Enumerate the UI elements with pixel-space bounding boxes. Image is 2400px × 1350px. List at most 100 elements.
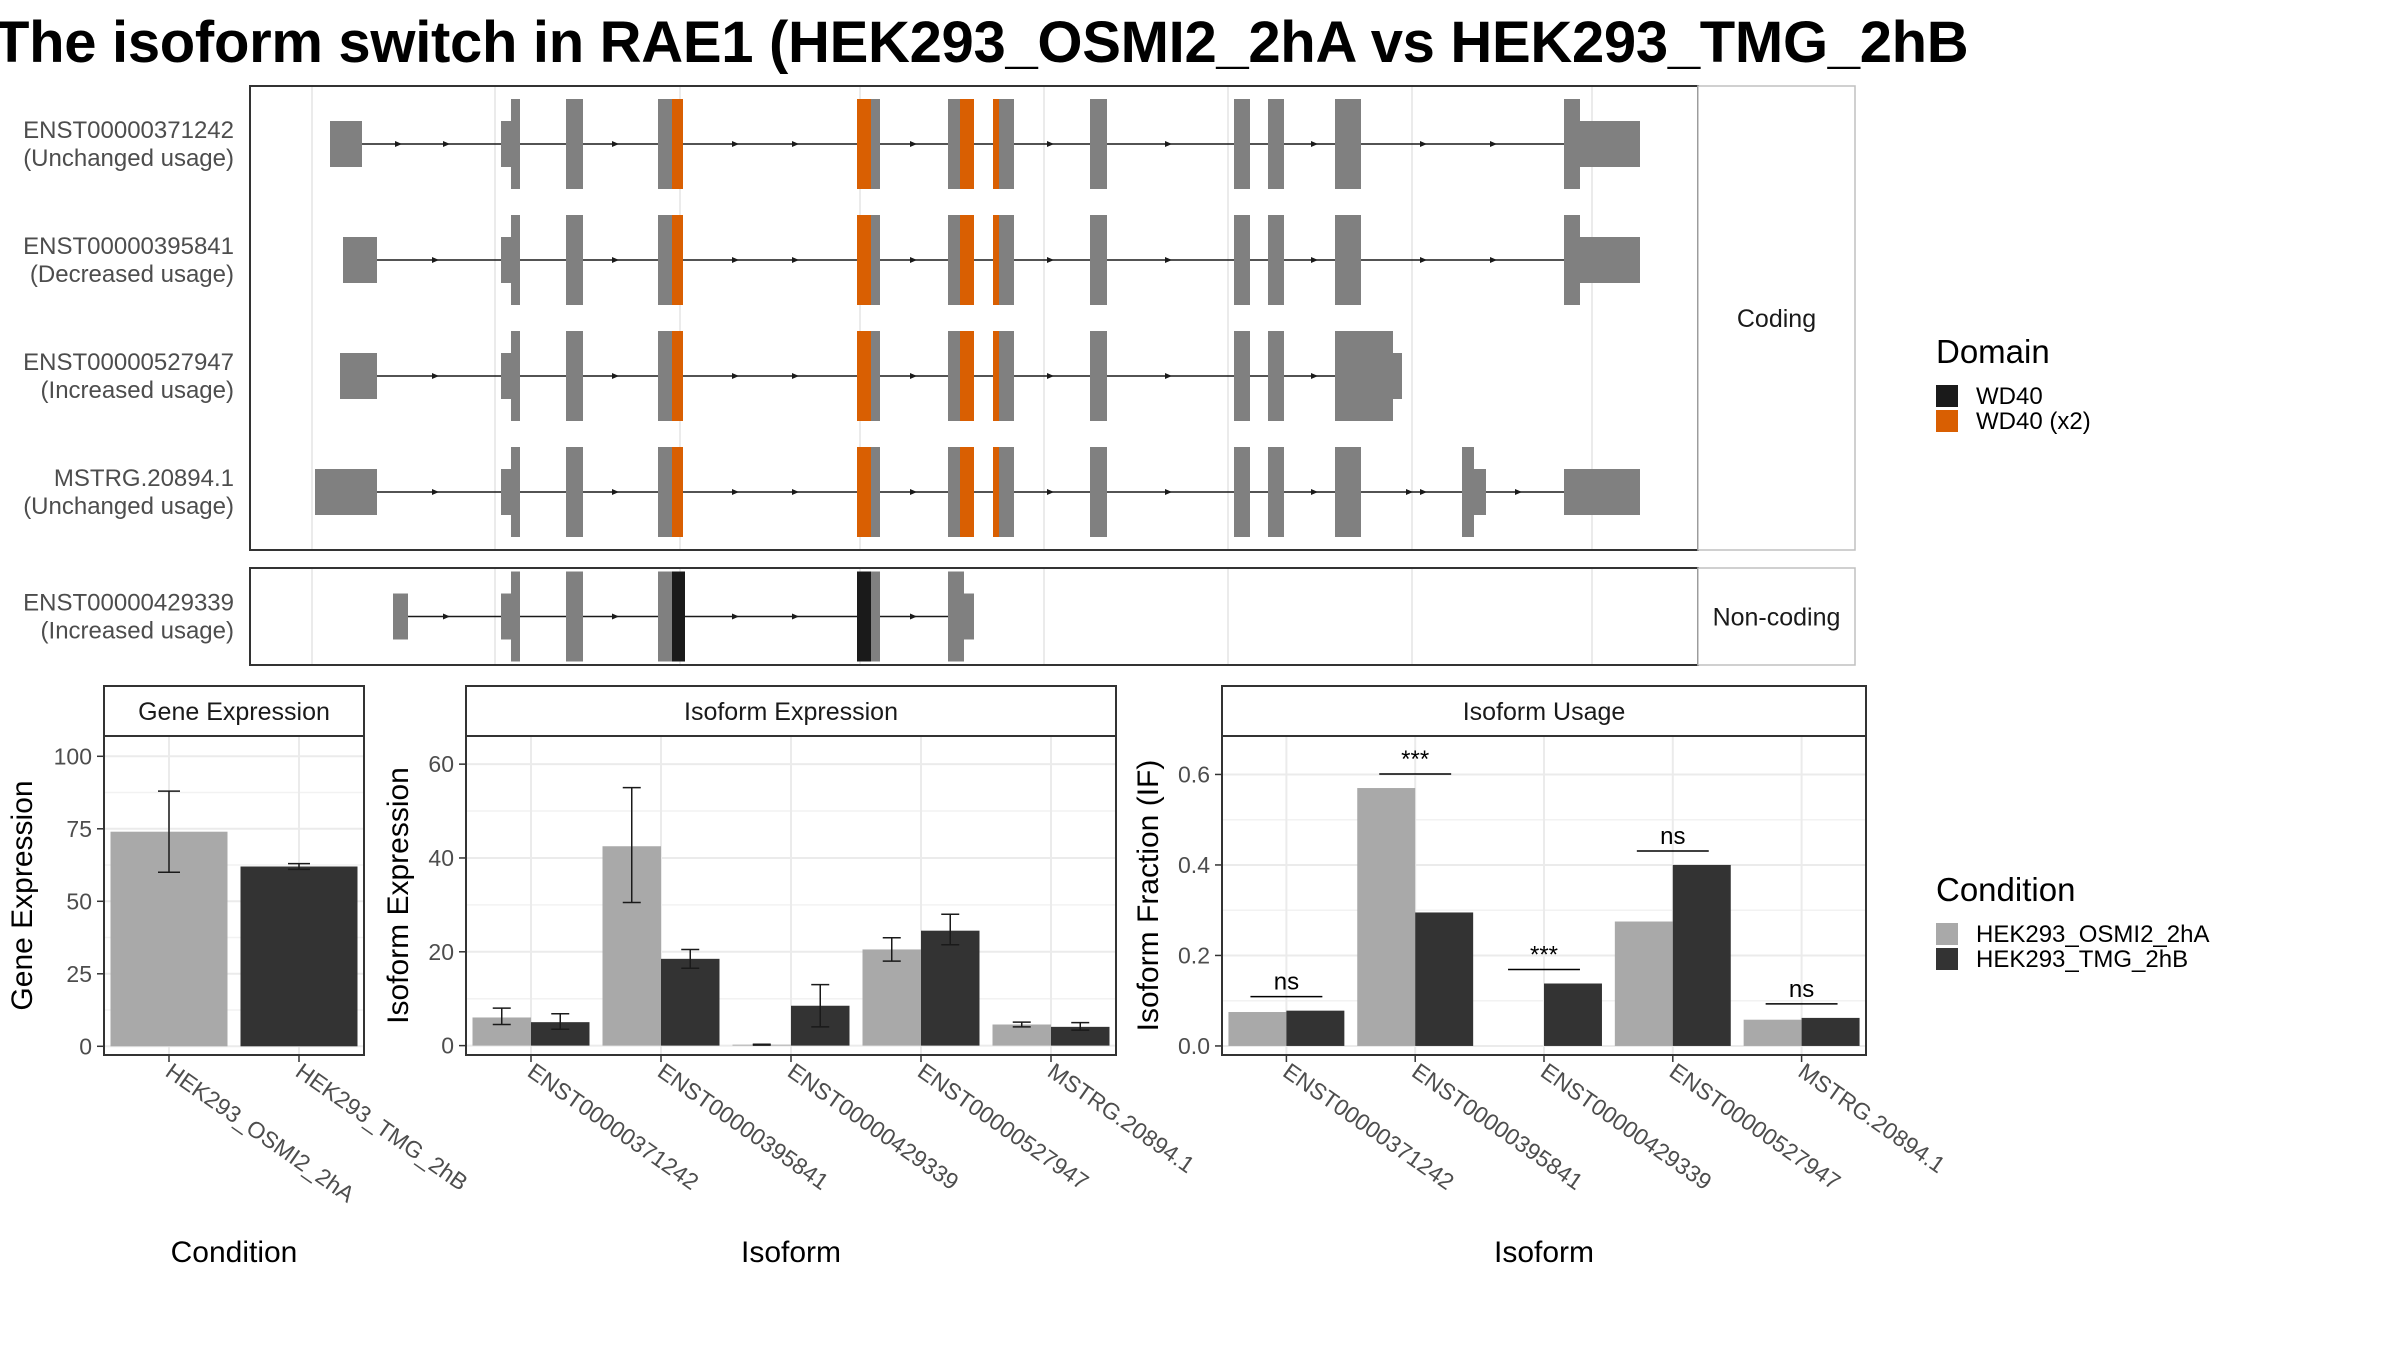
coding-exon (658, 447, 672, 537)
direction-arrow (1165, 373, 1172, 379)
significance-label: *** (1401, 746, 1429, 773)
coding-exon (1268, 447, 1284, 537)
y-axis-label: Gene Expression (6, 780, 39, 1010)
utr-exon (343, 237, 377, 283)
transcript-usage-label: (Increased usage) (41, 377, 234, 404)
coding-exon (566, 99, 583, 189)
coding-exon (1090, 331, 1107, 421)
coding-exon (511, 331, 520, 421)
coding-exon (857, 331, 871, 421)
direction-arrow (910, 257, 917, 263)
legend-title: Condition (1936, 871, 2075, 908)
direction-arrow (395, 141, 402, 147)
utr-exon (315, 469, 377, 515)
coding-exon (871, 215, 880, 305)
bar (1228, 1012, 1287, 1046)
legend-label: WD40 (1976, 383, 2043, 410)
coding-exon (511, 571, 520, 662)
transcript-usage-label: (Unchanged usage) (23, 493, 234, 520)
coding-exon (658, 331, 672, 421)
coding-exon (857, 447, 871, 537)
coding-exon (1234, 99, 1250, 189)
utr-exon (501, 469, 511, 515)
direction-arrow (1311, 489, 1318, 495)
coding-strip (1697, 85, 1856, 551)
isoform-expression-panel: Isoform Expression0204060ENST00000371242… (382, 685, 1199, 1269)
direction-arrow (732, 141, 739, 147)
coding-exon (1090, 99, 1107, 189)
legend-label: HEK293_OSMI2_2hA (1976, 921, 2209, 948)
transcript-id-label: ENST00000395841 (23, 233, 234, 260)
transcript-id-label: ENST00000371242 (23, 117, 234, 144)
direction-arrow (1165, 489, 1172, 495)
coding-exon (1335, 331, 1393, 421)
direction-arrow (910, 141, 917, 147)
legend-title: Domain (1936, 333, 2050, 370)
direction-arrow (792, 489, 799, 495)
utr-exon (1564, 469, 1640, 515)
utr-exon (330, 121, 362, 167)
coding-exon (871, 331, 880, 421)
direction-arrow (1420, 257, 1427, 263)
direction-arrow (910, 613, 917, 620)
coding-exon (1268, 99, 1284, 189)
coding-strip-label: Coding (1737, 305, 1816, 333)
transcript-id-label: ENST00000429339 (23, 590, 234, 617)
coding-exon (1335, 215, 1361, 305)
legend-swatch (1936, 385, 1958, 407)
coding-exon (993, 447, 999, 537)
direction-arrow (1311, 141, 1318, 147)
direction-arrow (1406, 489, 1413, 495)
coding-exon (871, 571, 880, 662)
facet-strip (465, 685, 1117, 737)
direction-arrow (792, 373, 799, 379)
coding-exon (672, 447, 683, 537)
coding-exon (658, 215, 672, 305)
coding-exon (857, 571, 871, 662)
transcript-structure-panels: CodingNon-codingENST00000371242(Unchange… (23, 85, 1856, 666)
coding-exon (948, 571, 964, 662)
coding-exon (871, 99, 880, 189)
coding-exon (993, 215, 999, 305)
y-tick-label: 0.6 (1178, 761, 1210, 787)
direction-arrow (1490, 141, 1497, 147)
coding-exon (960, 331, 974, 421)
y-axis-label: Isoform Fraction (IF) (1132, 760, 1165, 1032)
direction-arrow (443, 141, 450, 147)
y-axis-label: Isoform Expression (382, 767, 415, 1024)
y-tick-label: 20 (428, 939, 454, 965)
coding-exon (1268, 331, 1284, 421)
legend-label: WD40 (x2) (1976, 408, 2091, 435)
legend-swatch (1936, 410, 1958, 432)
direction-arrow (792, 141, 799, 147)
coding-exon (871, 447, 880, 537)
figure-title: The isoform switch in RAE1 (HEK293_OSMI2… (0, 10, 1969, 75)
direction-arrow (910, 373, 917, 379)
legend-swatch (1936, 948, 1958, 970)
coding-exon (672, 99, 683, 189)
y-tick-label: 0 (79, 1033, 92, 1059)
bar (862, 949, 921, 1046)
coding-exon (993, 331, 999, 421)
utr-exon (393, 593, 408, 640)
x-axis-label: Isoform (741, 1236, 841, 1269)
coding-exon (566, 571, 583, 662)
coding-exon (566, 447, 583, 537)
legend-label: HEK293_TMG_2hB (1976, 946, 2188, 973)
coding-exon (999, 99, 1014, 189)
coding-exon (672, 571, 685, 662)
transcript-row: ENST00000429339(Increased usage) (23, 571, 974, 662)
transcript-row: MSTRG.20894.1(Unchanged usage) (23, 447, 1640, 537)
y-tick-label: 0.2 (1178, 942, 1210, 968)
noncoding-strip-label: Non-coding (1713, 604, 1841, 632)
coding-exon (960, 447, 974, 537)
legend-swatch (1936, 923, 1958, 945)
facet-strip (1221, 685, 1867, 737)
direction-arrow (1420, 141, 1427, 147)
direction-arrow (1165, 141, 1172, 147)
coding-exon (948, 331, 960, 421)
bar (1357, 788, 1416, 1046)
coding-exon (511, 99, 520, 189)
transcript-usage-label: (Unchanged usage) (23, 145, 234, 172)
